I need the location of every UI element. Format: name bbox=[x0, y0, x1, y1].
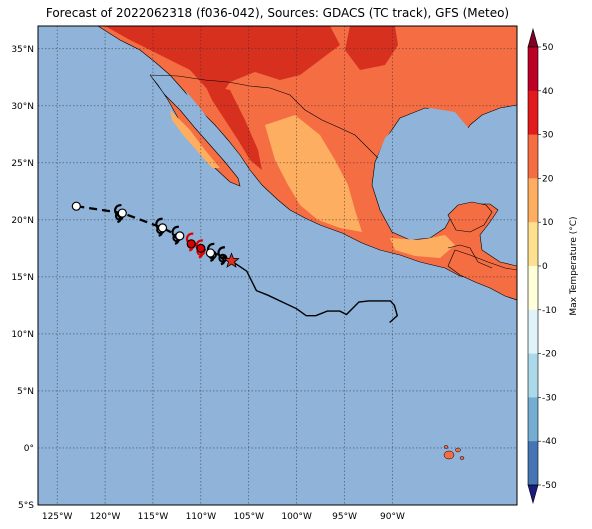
colorbar-label: Max Temperature (°C) bbox=[569, 216, 579, 315]
colorbar-band bbox=[528, 331, 538, 355]
track-points bbox=[71, 201, 216, 258]
land-hot-zone-north bbox=[105, 26, 340, 100]
land-hot-zone-east bbox=[345, 26, 398, 70]
colorbar-band bbox=[528, 112, 538, 136]
land-baja bbox=[149, 74, 241, 187]
colorbar-tick-label: -10 bbox=[542, 306, 557, 316]
lat-tick-label: 5°S bbox=[18, 501, 34, 511]
lon-tick-label: 120°W bbox=[90, 512, 121, 522]
colorbar-band bbox=[528, 222, 538, 245]
colorbar-extend-bottom bbox=[527, 484, 539, 505]
lon-tick-label: 90°W bbox=[380, 512, 405, 522]
lon-tick-label: 105°W bbox=[233, 512, 264, 522]
map-frame bbox=[37, 25, 518, 506]
track-point bbox=[71, 201, 81, 211]
colorbar-band bbox=[528, 463, 538, 486]
track-point bbox=[196, 243, 206, 253]
colorbar-tick-label: 30 bbox=[542, 131, 554, 141]
colorbar-tick-label: 10 bbox=[542, 218, 554, 228]
current-position-star bbox=[223, 252, 240, 268]
colorbar-extend-top bbox=[527, 27, 539, 48]
colorbar-tick-label: -50 bbox=[542, 481, 557, 491]
colorbar-tick-label: -20 bbox=[542, 350, 557, 360]
colorbar-tick-label: 50 bbox=[542, 43, 554, 53]
lat-tick-label: 30°N bbox=[11, 102, 34, 112]
lon-tick-label: 95°W bbox=[332, 512, 357, 522]
colorbar-band bbox=[528, 178, 538, 201]
galapagos-islands bbox=[443, 445, 465, 460]
border-guatemala bbox=[447, 244, 493, 269]
gulf-of-mexico bbox=[374, 108, 488, 232]
colorbar-tick-label: 0 bbox=[542, 262, 548, 272]
border-us-mexico bbox=[149, 74, 379, 159]
lat-tick-label: 5°N bbox=[17, 387, 34, 397]
lat-tick-label: 25°N bbox=[11, 159, 34, 169]
colorbar-band bbox=[528, 397, 538, 420]
colorbar-band bbox=[528, 68, 538, 92]
gulf-of-california bbox=[185, 90, 258, 186]
lat-tick-label: 35°N bbox=[11, 45, 34, 55]
colorbar-band bbox=[528, 200, 538, 223]
land-central-america bbox=[447, 249, 517, 301]
land-baja-light bbox=[170, 110, 220, 168]
past-track-line bbox=[231, 260, 399, 324]
lat-tick-label: 15°N bbox=[11, 273, 34, 283]
colorbar: 50 40 30 20 10 0 -10 -20 -30 -40 -50 bbox=[527, 27, 557, 505]
colorbar-band bbox=[528, 134, 538, 157]
colorbar-band bbox=[528, 287, 538, 311]
colorbar-band bbox=[528, 156, 538, 179]
longitude-labels: 125°W 120°W 115°W 110°W 105°W 100°W 95°W 90°W bbox=[42, 512, 405, 522]
chart-title: Forecast of 2022062318 (f036-042), Sourc… bbox=[45, 6, 510, 20]
colorbar-band bbox=[528, 47, 538, 70]
track-point bbox=[157, 223, 168, 233]
cyclone-arm bbox=[217, 246, 226, 266]
land-hot-zone-sierra bbox=[205, 85, 262, 170]
colorbar-tick-label: 40 bbox=[542, 87, 554, 97]
track-point bbox=[175, 231, 185, 241]
colorbar-band bbox=[528, 441, 538, 464]
colorbar-band bbox=[528, 244, 538, 267]
colorbar-band bbox=[528, 353, 538, 376]
land-plateau bbox=[265, 115, 362, 232]
colorbar-tick-label: -40 bbox=[542, 437, 557, 447]
land-yucatan bbox=[447, 201, 493, 233]
track-point bbox=[117, 208, 127, 218]
cyclone-arm bbox=[171, 225, 180, 245]
lon-tick-label: 115°W bbox=[138, 512, 169, 522]
lat-tick-label: 20°N bbox=[11, 216, 34, 226]
colorbar-tick-label: -30 bbox=[542, 393, 557, 403]
colorbar-tick-label: 20 bbox=[542, 174, 554, 184]
track-point bbox=[205, 248, 216, 258]
latitude-labels: 35°N 30°N 25°N 20°N 15°N 10°N 5°N 0° 5°S bbox=[11, 45, 34, 511]
land-plateau-east bbox=[390, 235, 455, 258]
lat-tick-label: 10°N bbox=[11, 330, 34, 340]
cyclone-arm bbox=[114, 203, 122, 224]
gridlines bbox=[38, 26, 517, 505]
lon-tick-label: 125°W bbox=[42, 512, 73, 522]
track-point bbox=[186, 239, 196, 249]
lon-tick-label: 100°W bbox=[281, 512, 312, 522]
colorbar-band bbox=[528, 375, 538, 398]
colorbar-band bbox=[528, 266, 538, 289]
colorbar-band bbox=[528, 90, 538, 114]
colorbar-band bbox=[528, 309, 538, 333]
lat-tick-label: 0° bbox=[24, 444, 34, 454]
lon-tick-label: 110°W bbox=[186, 512, 217, 522]
colorbar-band bbox=[528, 419, 538, 442]
